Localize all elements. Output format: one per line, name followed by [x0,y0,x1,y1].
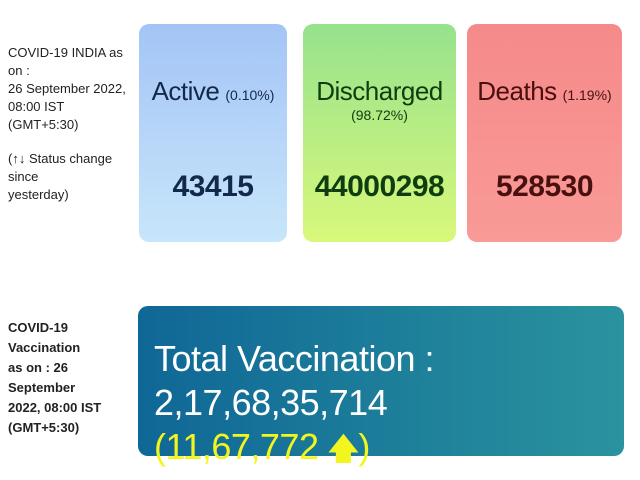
active-value: 43415 [172,170,254,203]
discharged-title: Discharged [316,76,443,106]
deaths-title: Deaths [477,76,557,106]
active-card: Active (0.10%) 43415 [139,24,287,242]
active-title: Active [151,76,220,106]
deaths-value: 528530 [495,170,594,203]
total-vaccination-label: Total Vaccination : 2,17,68,35,714 [154,338,435,423]
india-status-text: COVID-19 INDIA as on : 26 September 2022… [8,45,126,202]
discharged-value: 44000298 [314,170,445,203]
deaths-percent: (1.19%) [562,87,612,103]
discharged-percent: (98.72%) [351,107,408,123]
discharged-card: Discharged (98.72%) 44000298 [303,24,456,242]
total-vaccination-banner: Total Vaccination : 2,17,68,35,714 (11,6… [138,306,624,467]
vaccination-status-text: COVID-19 Vaccination as on : 26 Septembe… [8,320,102,435]
active-percent: (0.10%) [225,87,275,103]
arrow-up-icon: 🡅 [328,432,359,467]
deaths-card: Deaths (1.19%) 528530 [467,24,622,242]
vaccination-change: (11,67,772 [154,426,319,467]
